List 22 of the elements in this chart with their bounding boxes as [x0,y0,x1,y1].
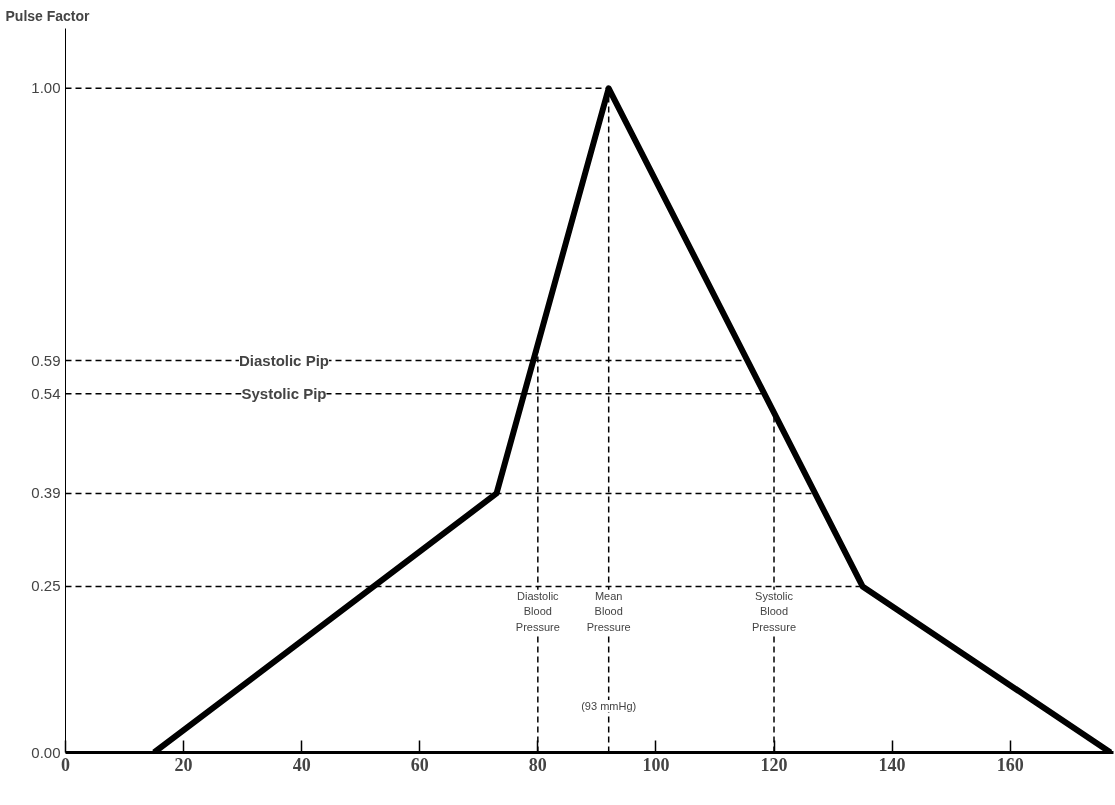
y-tick-label: 0.25 [31,577,61,595]
ref-line-label: Diastolic Pip [238,352,329,370]
y-tick-label: 0.00 [31,743,61,761]
x-tick-label: 40 [292,754,311,775]
x-tick-label: 160 [996,754,1024,775]
y-tick-label: 0.59 [31,351,61,369]
y-axis-title: Pulse Factor [5,7,91,24]
ref-line-label: Mean Blood Pressure [586,589,631,633]
x-tick-label: 100 [642,754,670,775]
ref-line-label: Diastolic Blood Pressure [515,589,560,633]
ref-line-label: Systolic Blood Pressure [752,589,797,633]
x-tick-label: 60 [410,754,429,775]
x-tick-label: 140 [878,754,906,775]
x-tick-label: 80 [528,754,547,775]
x-tick-label: 120 [760,754,788,775]
ref-line-label: Systolic Pip [241,385,327,403]
y-tick-label: 0.39 [31,484,61,502]
x-tick-label: 20 [174,754,193,775]
y-tick-label: 0.54 [31,384,61,402]
y-tick-label: 1.00 [31,79,61,97]
annotation: (93 mmHg) [581,700,637,712]
x-tick-label: 0 [61,754,70,775]
